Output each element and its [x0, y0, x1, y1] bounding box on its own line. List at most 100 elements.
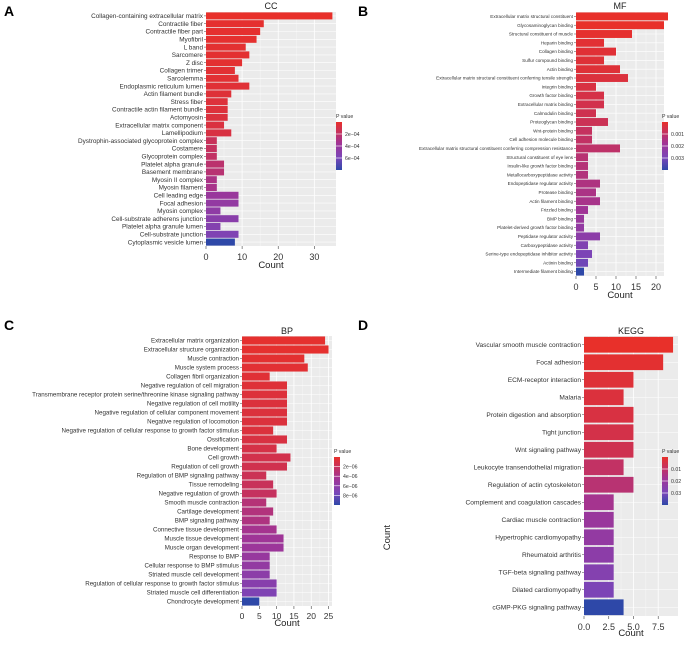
- bar: [576, 206, 588, 214]
- legend-label: 2e−06: [343, 465, 358, 471]
- category-label: Regulation of cellular response to growt…: [85, 581, 239, 588]
- category-label: Extracellular matrix structural constitu…: [436, 76, 573, 81]
- bar: [242, 570, 270, 579]
- category-label: Myosin II complex: [152, 177, 204, 184]
- category-label: Extracellular structure organization: [144, 347, 240, 354]
- bar: [206, 137, 217, 145]
- x-axis-label: Count: [607, 290, 633, 301]
- legend-colorbar: [334, 457, 340, 505]
- bar: [576, 56, 604, 65]
- x-tick-label: 10: [272, 611, 282, 621]
- bar: [242, 408, 287, 417]
- legend-title: P value: [662, 114, 679, 120]
- category-label: Sulfur compound binding: [522, 58, 573, 63]
- x-tick-label: 25: [324, 611, 334, 621]
- category-label: Myosin filament: [159, 185, 204, 192]
- panel-d: D Vascular smooth muscle contraction Focal…: [358, 317, 681, 639]
- legend-label: 6e−04: [345, 156, 360, 162]
- category-label: Intermediate filament binding: [514, 269, 573, 274]
- category-label: Cell-substrate adherens junction: [111, 216, 203, 223]
- legend-label: 4e−04: [345, 144, 360, 150]
- category-label: Myosin complex: [157, 208, 204, 215]
- category-label: Connective tissue development: [153, 527, 239, 534]
- category-label: Endoplasmic reticulum lumen: [120, 83, 204, 90]
- bar: [242, 363, 308, 372]
- x-axis-label: Count: [274, 618, 300, 629]
- x-tick-label: 15: [631, 282, 641, 292]
- bar: [576, 30, 632, 38]
- legend-pvalue: P value 2e−04 4e−04 6e−04: [336, 114, 360, 170]
- bar: [576, 179, 600, 188]
- category-label: Extracellular matrix organization: [151, 338, 240, 345]
- category-label: Extracellular matrix binding: [518, 102, 574, 107]
- bar: [242, 516, 270, 525]
- bar: [206, 27, 261, 36]
- x-tick-label: 10: [611, 282, 621, 292]
- bar: [576, 74, 628, 82]
- bar: [576, 47, 616, 56]
- category-label: Platelet-derived growth factor binding: [497, 225, 573, 230]
- bar: [206, 59, 243, 67]
- bar: [576, 38, 604, 47]
- category-label: Muscle organ development: [165, 545, 240, 552]
- category-label: Collagen binding: [539, 49, 574, 54]
- category-label: Actin filament binding: [529, 199, 573, 204]
- category-label: Muscle system process: [175, 365, 239, 372]
- category-label: Malaria: [559, 395, 581, 402]
- bar: [584, 546, 614, 563]
- legend-label: 4e−06: [343, 474, 358, 480]
- category-label: Focal adhesion: [160, 200, 204, 207]
- bar: [584, 599, 624, 616]
- bar: [242, 399, 287, 408]
- category-label: Lamellipodium: [162, 130, 203, 137]
- bar: [576, 188, 596, 197]
- category-label: Protease binding: [539, 190, 574, 195]
- x-axis-label: Count: [258, 260, 284, 271]
- x-axis-label: Count: [618, 628, 644, 639]
- bar: [242, 489, 277, 498]
- panel-title: CC: [265, 1, 278, 11]
- bar: [206, 215, 239, 223]
- category-label: Wnt signaling pathway: [515, 447, 582, 454]
- x-tick-label: 20: [306, 611, 316, 621]
- category-label: Collagen trimer: [160, 68, 204, 75]
- panel-letter-c: C: [4, 317, 14, 333]
- bar: [584, 406, 634, 423]
- bar: [576, 12, 668, 21]
- bar: [576, 21, 664, 30]
- bar: [242, 507, 274, 516]
- category-label: Dilated cardiomyopathy: [512, 587, 582, 594]
- category-label: Cell adhesion molecule binding: [509, 137, 573, 142]
- bar: [242, 579, 277, 588]
- legend-label: 0.03: [671, 491, 681, 497]
- panel-letter-d: D: [358, 317, 368, 333]
- x-tick-label: 0.0: [578, 622, 591, 632]
- bar: [242, 525, 277, 534]
- category-label: Platelet alpha granule lumen: [122, 224, 203, 231]
- category-label: Negative regulation of cell motility: [147, 401, 240, 408]
- category-label: Serine-type endopeptidase inhibitor acti…: [485, 252, 573, 257]
- x-tick-label: 0: [203, 252, 208, 262]
- category-label: Structural constituent of muscle: [509, 32, 574, 37]
- bar: [576, 197, 600, 206]
- bar: [584, 459, 624, 476]
- bar: [242, 588, 277, 597]
- bar: [242, 381, 287, 390]
- legend-title: P value: [662, 449, 679, 455]
- bar: [576, 153, 588, 162]
- bar: [206, 207, 221, 215]
- x-tick-label: 2.5: [602, 622, 615, 632]
- category-label: Cartilage development: [177, 509, 239, 516]
- bar: [206, 176, 217, 184]
- bar: [206, 82, 250, 90]
- category-label: Platelet alpha granule: [141, 161, 203, 168]
- bar: [206, 121, 225, 129]
- bar: [206, 90, 232, 98]
- category-label: Wnt-protein binding: [533, 128, 573, 133]
- category-label: L band: [184, 44, 204, 51]
- category-label: Actomyosin: [170, 115, 203, 122]
- bar: [206, 98, 228, 106]
- bar: [206, 230, 239, 238]
- category-label: Focal adhesion: [536, 360, 581, 367]
- bar: [242, 453, 291, 462]
